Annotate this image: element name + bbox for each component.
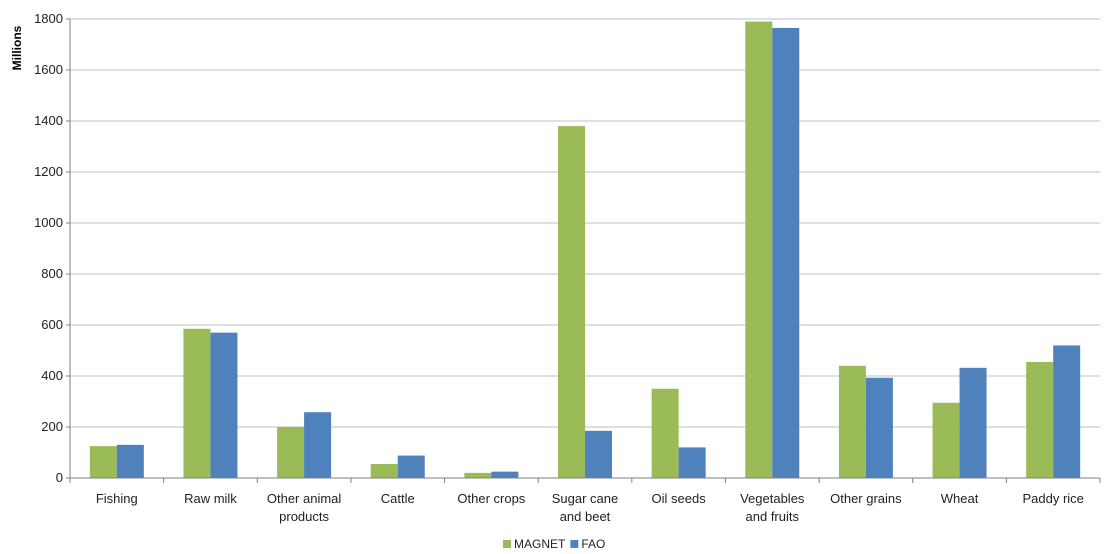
legend-swatch-fao — [570, 540, 579, 548]
bar-magnet-5 — [558, 126, 585, 478]
bar-fao-2 — [304, 412, 332, 478]
bar-magnet-2 — [277, 427, 305, 478]
bar-magnet-7 — [745, 21, 773, 479]
y-tick-labels: 0 200 400 600 800 1000 1200 1400 1600 1800 — [34, 11, 63, 485]
bar-magnet-8 — [838, 365, 866, 478]
bar-magnet-4 — [464, 472, 492, 478]
x-tick-label: Other animal products — [267, 491, 342, 524]
bar-magnet-10 — [1026, 361, 1054, 478]
x-tick-labels: Fishing Raw milk Other animal products Cattl… — [96, 491, 1084, 524]
bars — [89, 21, 1081, 479]
x-tick-label: Paddy rice — [1022, 491, 1083, 506]
y-tick-label: 800 — [41, 266, 63, 281]
y-tick-label: 200 — [41, 419, 63, 434]
bar-fao-4 — [491, 471, 519, 478]
x-tick-label: Oil seeds — [652, 491, 707, 506]
y-tick-label: 0 — [56, 470, 63, 485]
y-tick-label: 1000 — [34, 215, 63, 230]
bar-fao-6 — [678, 447, 706, 478]
axes — [66, 18, 1101, 483]
bar-magnet-3 — [370, 463, 398, 478]
bar-fao-8 — [865, 377, 893, 478]
bar-fao-10 — [1053, 345, 1081, 478]
bar-fao-3 — [397, 455, 425, 478]
bar-magnet-9 — [932, 402, 960, 478]
y-tick-label: 1200 — [34, 164, 63, 179]
x-tick-label: Other crops — [457, 491, 525, 506]
y-tick-label: 1400 — [34, 113, 63, 128]
x-tick-label: Wheat — [941, 491, 979, 506]
y-tick-label: 400 — [41, 368, 63, 383]
x-tick-label: Cattle — [381, 491, 415, 506]
legend: MAGNET FAO — [503, 537, 605, 551]
bar-fao-1 — [210, 332, 238, 478]
y-axis-label: Millions — [10, 25, 24, 70]
x-tick-label: Vegetables and fruits — [740, 491, 805, 524]
x-tick-label: Raw milk — [184, 491, 237, 506]
bar-magnet-0 — [89, 446, 117, 478]
x-tick-label: Other grains — [830, 491, 902, 506]
y-tick-label: 1600 — [34, 62, 63, 77]
x-tick-label: Fishing — [96, 491, 138, 506]
y-tick-label: 600 — [41, 317, 63, 332]
y-tick-label: 1800 — [34, 11, 63, 26]
legend-label-magnet: MAGNET — [514, 537, 566, 551]
legend-label-fao: FAO — [581, 537, 605, 551]
legend-swatch-magnet — [503, 540, 511, 548]
bar-fao-5 — [585, 430, 612, 478]
bar-magnet-1 — [183, 328, 211, 478]
x-tick-label: Sugar cane and beet — [552, 491, 619, 524]
bar-fao-7 — [772, 27, 800, 479]
bar-magnet-6 — [651, 388, 679, 478]
bar-fao-9 — [959, 367, 987, 478]
bar-fao-0 — [116, 444, 144, 478]
